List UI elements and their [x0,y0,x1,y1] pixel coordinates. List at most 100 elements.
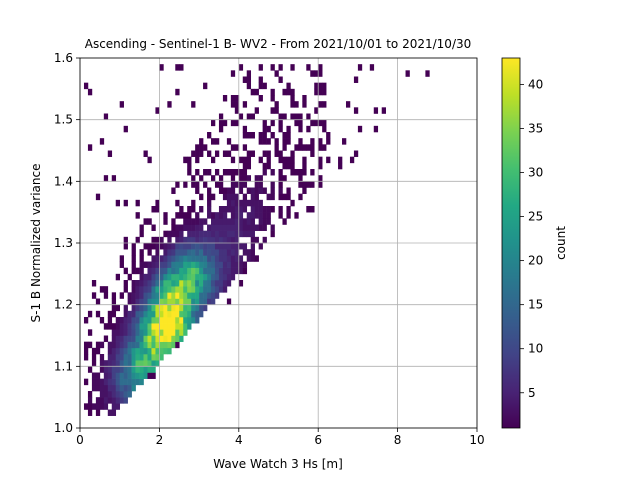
heatmap-cell [187,156,192,164]
heatmap-cell [99,378,105,386]
heatmap-cell [250,249,255,256]
heatmap-cell [250,243,255,250]
heatmap-cell [183,317,188,324]
heatmap-cell [179,310,184,318]
heatmap-cell [302,156,307,164]
heatmap-cell [242,175,248,182]
heatmap-cell [250,255,255,262]
heatmap-cell [381,107,386,114]
heatmap-cell [115,317,120,324]
heatmap-cell [234,243,240,250]
heatmap-cell [119,366,124,373]
heatmap-cell [147,249,152,256]
heatmap-cell [179,267,184,275]
heatmap-cell [218,224,224,231]
heatmap-cell [111,354,117,361]
heatmap-cell [207,292,212,299]
heatmap-cell [167,230,172,238]
heatmap-cell [147,286,152,293]
heatmap-cell [214,212,220,219]
heatmap-cell [207,249,212,256]
heatmap-cell [199,310,204,318]
heatmap-cell [214,138,220,145]
heatmap-cell [103,335,109,342]
heatmap-cell [286,187,291,194]
heatmap-cell [353,76,359,83]
heatmap-cell [199,193,204,201]
colorbar-tick-label: 30 [528,166,543,180]
heatmap-cell [139,267,144,275]
x-axis-ticks: 0 2 4 6 8 10 [76,428,485,447]
heatmap-cell [119,378,124,386]
heatmap-cell [238,212,244,219]
heatmap-cell [131,249,136,256]
heatmap-cell [250,224,255,231]
heatmap-cell [171,292,176,299]
heatmap-cell [139,329,144,336]
heatmap-cell [278,150,283,157]
heatmap-cell [175,224,180,231]
heatmap-cell [123,125,128,133]
heatmap-cell [183,329,188,336]
heatmap-cell [163,310,168,318]
heatmap-cell [163,280,168,287]
heatmap-cell [179,224,184,231]
heatmap-cell [234,119,240,127]
heatmap-cell [199,267,204,275]
heatmap-cell [310,206,315,213]
heatmap-cell [242,169,248,176]
heatmap-cell [195,292,200,299]
heatmap-cell [234,267,240,275]
heatmap-cell [179,292,184,299]
heatmap-cell [107,391,113,398]
heatmap-cell [214,150,220,157]
heatmap-cell [270,132,275,139]
heatmap-cell [119,335,124,342]
heatmap-cell [207,187,212,194]
heatmap-cell [274,138,279,145]
heatmap-cell [246,162,252,170]
heatmap-cell [139,335,144,342]
heatmap-cell [147,280,152,287]
heatmap-cell [187,255,192,262]
heatmap-cell [123,366,128,373]
heatmap-cell [155,335,160,342]
heatmap-cell [123,384,128,392]
heatmap-cell [155,304,160,312]
heatmap-cell [222,261,228,268]
heatmap-cell [139,372,144,379]
heatmap-cell [127,273,132,281]
heatmap-cell [191,236,196,244]
heatmap-cell [191,273,196,281]
heatmap-cell [183,236,188,244]
heatmap-cell [286,156,291,164]
heatmap-cell [143,150,148,157]
heatmap-cell [175,280,180,287]
heatmap-cell [218,113,224,120]
heatmap-cell [218,212,224,219]
heatmap-cell [254,236,259,244]
heatmap-cell [119,354,124,361]
heatmap-cell [123,317,128,324]
colorbar-tick-label: 15 [528,298,543,312]
heatmap-cell [163,218,168,225]
heatmap-cell [99,354,105,361]
heatmap-cell [155,329,160,336]
heatmap-cell [222,243,228,250]
heatmap-cell [242,224,248,231]
heatmap-cell [214,273,220,281]
heatmap-cell [103,323,109,330]
heatmap-cell [222,286,228,293]
heatmap-cell [199,298,204,305]
heatmap-cell [250,206,255,213]
heatmap-cell [155,317,160,324]
heatmap-cell [183,280,188,287]
heatmap-cell [115,273,120,281]
heatmap-cell [211,243,216,250]
heatmap-cell [159,304,164,312]
heatmap-cell [131,298,136,305]
heatmap-cell [191,230,196,238]
heatmap-cell [250,199,255,207]
heatmap-cell [230,224,236,231]
heatmap-cell [234,199,240,207]
